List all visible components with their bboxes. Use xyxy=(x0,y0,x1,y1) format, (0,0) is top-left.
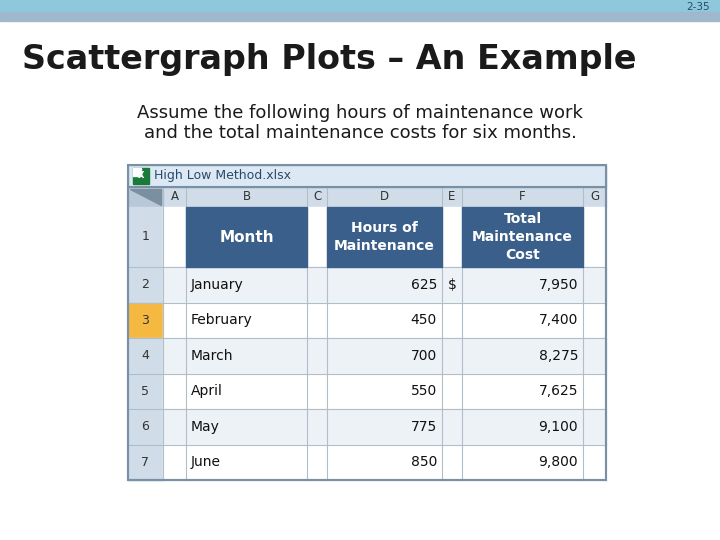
Text: 850: 850 xyxy=(410,455,437,469)
Bar xyxy=(128,338,163,374)
Text: 7,950: 7,950 xyxy=(539,278,578,292)
Text: February: February xyxy=(191,313,253,327)
Text: 4: 4 xyxy=(142,349,150,362)
Bar xyxy=(128,165,606,187)
Text: 7: 7 xyxy=(142,456,150,469)
Text: 625: 625 xyxy=(410,278,437,292)
Bar xyxy=(128,187,606,207)
Bar xyxy=(133,168,149,184)
Bar xyxy=(128,187,163,207)
Text: E: E xyxy=(449,191,456,204)
Bar xyxy=(128,165,606,480)
Text: 9,100: 9,100 xyxy=(539,420,578,434)
Text: X: X xyxy=(138,172,144,180)
Bar xyxy=(128,187,163,480)
Text: 5: 5 xyxy=(142,384,150,398)
Bar xyxy=(163,267,606,302)
Bar xyxy=(163,338,606,374)
Text: 550: 550 xyxy=(410,384,437,399)
Text: May: May xyxy=(191,420,220,434)
Text: $: $ xyxy=(448,278,456,292)
Text: April: April xyxy=(191,384,223,399)
Text: 7,625: 7,625 xyxy=(539,384,578,399)
Bar xyxy=(128,302,163,338)
Text: 2: 2 xyxy=(142,278,150,291)
Text: Month: Month xyxy=(219,230,274,245)
Bar xyxy=(163,409,606,444)
Bar xyxy=(128,207,163,267)
Text: A: A xyxy=(171,191,179,204)
Bar xyxy=(163,444,606,480)
Text: 450: 450 xyxy=(410,313,437,327)
Bar xyxy=(128,374,163,409)
Text: 8,275: 8,275 xyxy=(539,349,578,363)
Bar xyxy=(163,374,606,409)
Text: 6: 6 xyxy=(142,420,150,433)
Text: D: D xyxy=(380,191,389,204)
Bar xyxy=(128,444,163,480)
Bar xyxy=(462,207,583,267)
Text: Assume the following hours of maintenance work: Assume the following hours of maintenanc… xyxy=(137,104,583,122)
Bar xyxy=(163,302,606,338)
Text: March: March xyxy=(191,349,233,363)
Text: 700: 700 xyxy=(410,349,437,363)
Bar xyxy=(327,207,442,267)
Bar xyxy=(0,12,720,21)
Bar xyxy=(128,409,163,444)
Bar xyxy=(186,207,307,267)
Text: Total
Maintenance
Cost: Total Maintenance Cost xyxy=(472,212,573,262)
Bar xyxy=(0,0,720,12)
Text: F: F xyxy=(519,191,526,204)
Text: High Low Method.xlsx: High Low Method.xlsx xyxy=(154,170,291,183)
Text: G: G xyxy=(590,191,599,204)
Text: 1: 1 xyxy=(142,231,150,244)
Bar xyxy=(128,187,606,480)
Text: 3: 3 xyxy=(142,314,150,327)
Text: 9,800: 9,800 xyxy=(539,455,578,469)
Bar xyxy=(128,165,606,187)
Bar xyxy=(133,168,141,176)
Text: 7,400: 7,400 xyxy=(539,313,578,327)
Text: 775: 775 xyxy=(410,420,437,434)
Text: and the total maintenance costs for six months.: and the total maintenance costs for six … xyxy=(143,124,577,142)
Bar xyxy=(163,207,606,267)
Text: Scattergraph Plots – An Example: Scattergraph Plots – An Example xyxy=(22,44,636,77)
Text: C: C xyxy=(313,191,321,204)
Text: June: June xyxy=(191,455,221,469)
Polygon shape xyxy=(130,189,161,205)
Text: 2-35: 2-35 xyxy=(686,2,710,12)
Text: B: B xyxy=(243,191,251,204)
Bar xyxy=(128,267,163,302)
Text: January: January xyxy=(191,278,244,292)
Text: Hours of
Maintenance: Hours of Maintenance xyxy=(334,221,435,253)
